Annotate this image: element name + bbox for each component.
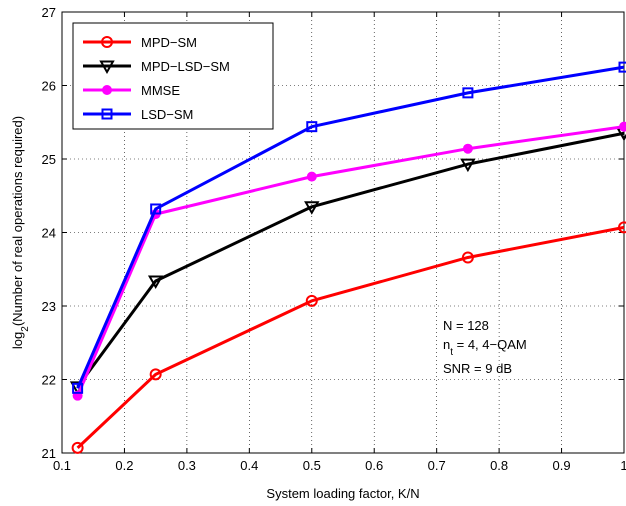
- annotation-box: N = 128 nt = 4, 4−QAM SNR = 9 dB: [443, 318, 527, 376]
- annotation-line-snr: SNR = 9 dB: [443, 361, 512, 376]
- legend-marker: [101, 108, 113, 120]
- legend-marker: [102, 85, 112, 95]
- series-3: [72, 61, 626, 394]
- data-point: [462, 87, 474, 99]
- x-tick-label: 0.9: [553, 458, 571, 473]
- y-tick-label: 25: [42, 152, 56, 167]
- data-point: [619, 121, 626, 132]
- legend-label: MPD−SM: [141, 35, 197, 50]
- annotation-line-nt: nt = 4, 4−QAM: [443, 337, 527, 358]
- data-point: [461, 251, 474, 264]
- legend-label: MPD−LSD−SM: [141, 59, 230, 74]
- y-tick-label: 26: [42, 79, 56, 94]
- annotation-line-n: N = 128: [443, 318, 489, 333]
- data-point: [306, 171, 317, 182]
- series-0: [71, 221, 626, 454]
- data-point: [618, 61, 626, 73]
- x-tick-label: 0.7: [428, 458, 446, 473]
- data-point: [460, 158, 476, 173]
- data-point: [304, 201, 320, 215]
- x-tick-label: 0.1: [53, 458, 71, 473]
- annotation-nt-rest: = 4, 4−QAM: [453, 337, 527, 352]
- legend-label: LSD−SM: [141, 107, 193, 122]
- axes: 0.1 0.2 0.3 0.4 0.5 0.6 0.7 0.8 0.9 1 21 22 23 24 25 26…: [42, 5, 626, 473]
- y-axis-title-subscript: 2: [20, 326, 31, 332]
- y-tick-label: 22: [42, 373, 56, 388]
- legend-label: MMSE: [141, 83, 180, 98]
- x-tick-label: 0.3: [178, 458, 196, 473]
- data-point: [618, 221, 626, 234]
- data-point: [147, 275, 164, 290]
- grid: [62, 12, 624, 453]
- data-point: [462, 143, 473, 154]
- x-tick-label: 0.6: [365, 458, 383, 473]
- x-tick-label: 1: [620, 458, 626, 473]
- data-point: [150, 203, 162, 215]
- data-point: [72, 382, 84, 394]
- legend-marker: [101, 36, 113, 48]
- y-tick-label: 24: [42, 226, 56, 241]
- y-tick-label: 23: [42, 299, 56, 314]
- y-tick-label: 27: [42, 5, 56, 20]
- y-axis-title-base: log: [10, 332, 25, 349]
- annotation-nt-base: n: [443, 337, 450, 352]
- x-tick-label: 0.8: [490, 458, 508, 473]
- annotation-nt-subscript: t: [450, 347, 453, 358]
- data-point: [149, 368, 162, 381]
- data-point: [71, 441, 84, 454]
- series-line: [76, 65, 625, 389]
- x-axis-title: System loading factor, K/N: [266, 486, 419, 501]
- series-line: [76, 131, 625, 388]
- x-tick-label: 0.4: [240, 458, 258, 473]
- data-point: [306, 121, 318, 133]
- x-tick-label: 0.5: [303, 458, 321, 473]
- x-tick-label: 0.2: [115, 458, 133, 473]
- series-line: [76, 225, 625, 449]
- legend-marker: [99, 60, 115, 75]
- y-axis-title: log2(Number of real operations required): [10, 116, 31, 349]
- y-tick-label: 21: [42, 446, 56, 461]
- y-axis-title-rest: (Number of real operations required): [10, 116, 25, 326]
- data-point: [305, 294, 318, 307]
- legend: MPD−SM MPD−LSD−SM MMSE LSD−SM: [72, 22, 274, 130]
- series-layer: [69, 61, 626, 454]
